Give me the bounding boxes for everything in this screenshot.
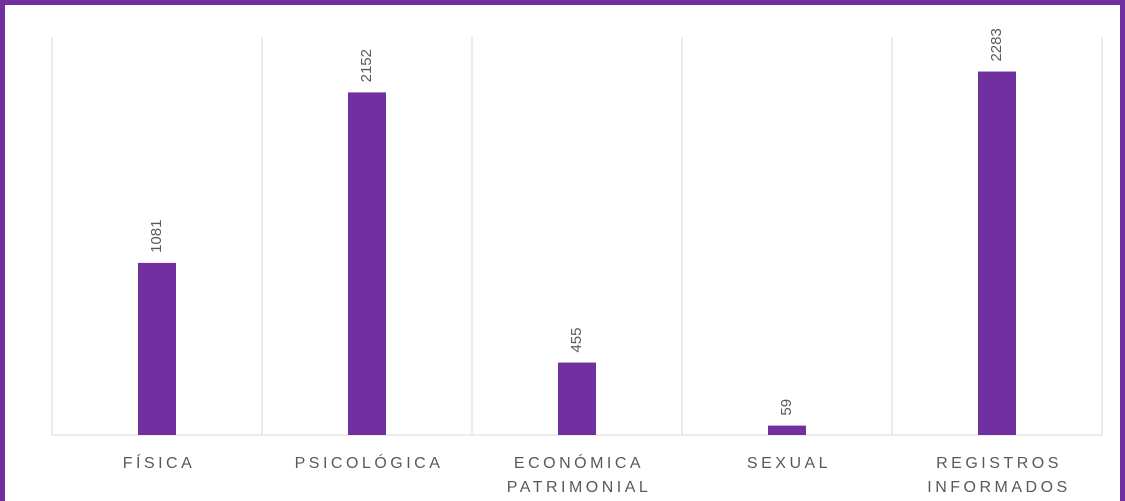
bar (138, 262, 176, 435)
x-tick-label: REGISTROS INFORMADOS (927, 455, 1071, 496)
bar (978, 71, 1016, 436)
data-label: 2283 (988, 28, 1005, 61)
bar (558, 362, 596, 435)
data-label: 59 (778, 399, 795, 416)
data-label: 1081 (148, 220, 165, 253)
x-tick-label: ECONÓMICA PATRIMONIAL (506, 455, 652, 496)
bar (768, 425, 806, 435)
x-tick-label: PSICOLÓGICA (294, 455, 444, 472)
data-label: 455 (568, 328, 585, 353)
data-label: 2152 (358, 49, 375, 82)
x-tick-label: SEXUAL (746, 455, 832, 472)
x-tick-label: FÍSICA (122, 455, 196, 472)
bar (348, 92, 386, 435)
